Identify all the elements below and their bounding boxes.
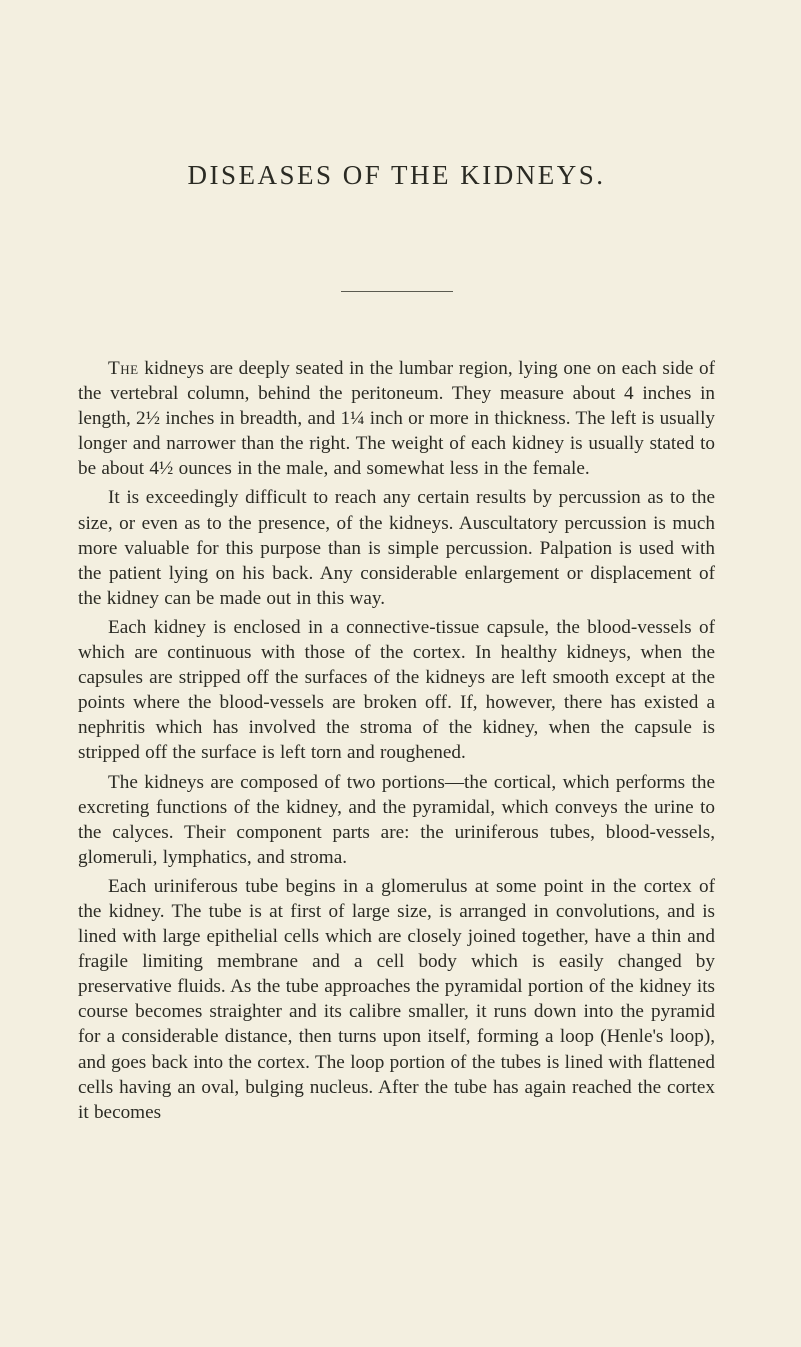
paragraph-text: The kidneys are composed of two portions… — [78, 772, 715, 868]
paragraph: Each uriniferous tube begins in a glomer… — [78, 874, 715, 1125]
paragraph-text: kidneys are deeply seated in the lumbar … — [78, 358, 715, 479]
paragraph-text: Each uriniferous tube begins in a glomer… — [78, 876, 715, 1123]
paragraph: Each kidney is enclosed in a connective-… — [78, 615, 715, 766]
leading-word: The — [108, 358, 139, 379]
title-divider — [341, 291, 453, 292]
paragraph-text: Each kidney is enclosed in a connective-… — [78, 617, 715, 763]
document-page: DISEASES OF THE KIDNEYS. The kidneys are… — [0, 0, 801, 1347]
paragraph: The kidneys are composed of two portions… — [78, 770, 715, 870]
page-title: DISEASES OF THE KIDNEYS. — [78, 160, 715, 191]
paragraph-text: It is exceedingly difficult to reach any… — [78, 487, 715, 608]
paragraph: The kidneys are deeply seated in the lum… — [78, 356, 715, 481]
paragraph: It is exceedingly difficult to reach any… — [78, 485, 715, 610]
body-text-container: The kidneys are deeply seated in the lum… — [78, 356, 715, 1125]
